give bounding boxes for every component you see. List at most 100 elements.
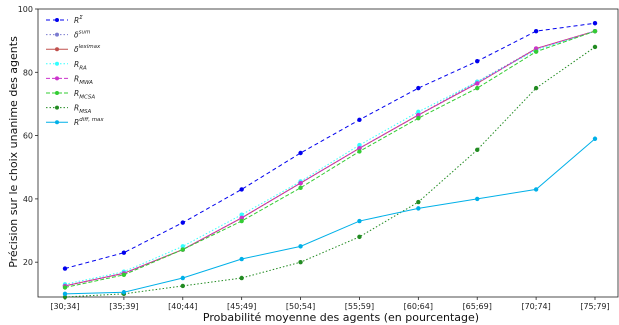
legend-item-2: δleximax bbox=[46, 44, 101, 54]
legend-label-base: δ bbox=[74, 45, 79, 54]
data-point bbox=[533, 49, 539, 54]
x-tick-label: [55;59] bbox=[345, 302, 374, 311]
legend-item-1: δsum bbox=[46, 30, 90, 40]
legend-marker bbox=[55, 32, 59, 37]
legend-label-base: R bbox=[74, 118, 79, 127]
data-point bbox=[180, 275, 185, 281]
series-layer bbox=[62, 21, 598, 300]
data-point bbox=[298, 244, 303, 249]
data-point bbox=[357, 117, 362, 122]
data-point bbox=[416, 199, 421, 205]
data-point bbox=[62, 294, 68, 300]
plot-frame bbox=[37, 8, 619, 298]
x-axis-title: Probabilité moyenne des agents (en pourc… bbox=[203, 311, 479, 324]
data-point bbox=[121, 250, 127, 255]
axes: 20 40 60 80 100 [30;34] [35;39] [40;44] [45;49] [… bbox=[18, 5, 619, 311]
data-point bbox=[533, 28, 539, 34]
series-3 bbox=[62, 28, 598, 287]
legend-label-base: R bbox=[74, 104, 79, 113]
data-point bbox=[592, 28, 598, 34]
legend-marker bbox=[55, 105, 59, 110]
data-point bbox=[533, 187, 539, 192]
data-point bbox=[62, 266, 68, 271]
data-point bbox=[475, 85, 480, 91]
data-point bbox=[592, 136, 598, 141]
data-point bbox=[121, 272, 127, 278]
data-point bbox=[592, 44, 598, 50]
data-point bbox=[357, 142, 362, 148]
data-point bbox=[475, 81, 480, 86]
legend-label: RMCSA bbox=[74, 89, 95, 101]
legend-item-3: RRA bbox=[46, 60, 87, 72]
legend-label: RRA bbox=[74, 60, 87, 72]
series-line bbox=[64, 46, 596, 298]
data-point bbox=[180, 247, 185, 252]
series-line bbox=[64, 30, 596, 288]
y-tick-label: 100 bbox=[18, 5, 33, 14]
x-tick-label: [60;64] bbox=[404, 302, 433, 311]
legend-label: RΣ bbox=[74, 15, 83, 25]
legend-marker bbox=[55, 76, 59, 81]
data-point bbox=[475, 196, 480, 202]
legend-label: RMSA bbox=[74, 104, 91, 116]
x-tick-label: [50;54] bbox=[286, 302, 315, 311]
data-point bbox=[62, 291, 68, 297]
legend-marker bbox=[55, 91, 59, 95]
data-point bbox=[298, 180, 303, 186]
data-point bbox=[239, 212, 244, 217]
x-tick-label: [40;44] bbox=[168, 302, 197, 311]
x-tick-label: [35;39] bbox=[109, 302, 138, 311]
data-point bbox=[239, 218, 244, 224]
legend-label-subscript: MSA bbox=[79, 109, 91, 115]
data-point bbox=[298, 259, 303, 265]
x-tick-label: [65;69] bbox=[463, 302, 492, 311]
series-6 bbox=[62, 44, 598, 300]
y-tick-label: 40 bbox=[23, 195, 33, 204]
data-point bbox=[239, 215, 244, 221]
legend-label-superscript: diff, max bbox=[79, 117, 104, 123]
data-point bbox=[357, 146, 362, 151]
series-0 bbox=[62, 21, 598, 271]
data-point bbox=[239, 275, 244, 281]
legend-label-subscript: MCSA bbox=[79, 95, 95, 101]
data-point bbox=[592, 21, 598, 26]
legend-label-base: R bbox=[74, 89, 79, 98]
legend-label-subscript: MWA bbox=[79, 80, 93, 86]
series-5 bbox=[62, 28, 598, 290]
y-tick-label: 60 bbox=[23, 132, 33, 141]
data-point bbox=[475, 59, 480, 64]
data-point bbox=[121, 290, 127, 295]
y-tick-label: 20 bbox=[23, 258, 33, 267]
legend-label-superscript: sum bbox=[79, 30, 91, 36]
x-tick-label: [30;34] bbox=[50, 302, 79, 311]
data-point bbox=[180, 244, 185, 249]
legend-label: δsum bbox=[74, 30, 90, 40]
legend-item-0: RΣ bbox=[46, 15, 83, 25]
x-tick-label: [70;74] bbox=[521, 302, 550, 311]
data-point bbox=[357, 234, 362, 240]
legend-marker bbox=[55, 61, 59, 66]
legend-label-superscript: Σ bbox=[79, 15, 83, 21]
legend-label-base: δ bbox=[74, 31, 79, 40]
series-line bbox=[64, 30, 596, 285]
data-point bbox=[475, 147, 480, 153]
data-point bbox=[533, 46, 539, 51]
data-point bbox=[239, 187, 244, 192]
series-line bbox=[64, 138, 596, 295]
legend-marker bbox=[55, 47, 59, 52]
legend-marker bbox=[55, 120, 59, 125]
data-point bbox=[533, 85, 539, 91]
legend-item-7: Rdiff, max bbox=[46, 117, 104, 127]
data-point bbox=[416, 115, 421, 121]
series-line bbox=[64, 30, 596, 287]
legend-label-base: R bbox=[74, 74, 79, 83]
series-7 bbox=[62, 136, 598, 297]
legend-label: δleximax bbox=[74, 44, 101, 54]
data-point bbox=[416, 206, 421, 211]
legend-label-base: R bbox=[74, 60, 79, 69]
y-axis-title: Précision sur le choix unanime des agent… bbox=[7, 36, 20, 268]
data-point bbox=[298, 185, 303, 191]
series-line bbox=[64, 30, 596, 287]
